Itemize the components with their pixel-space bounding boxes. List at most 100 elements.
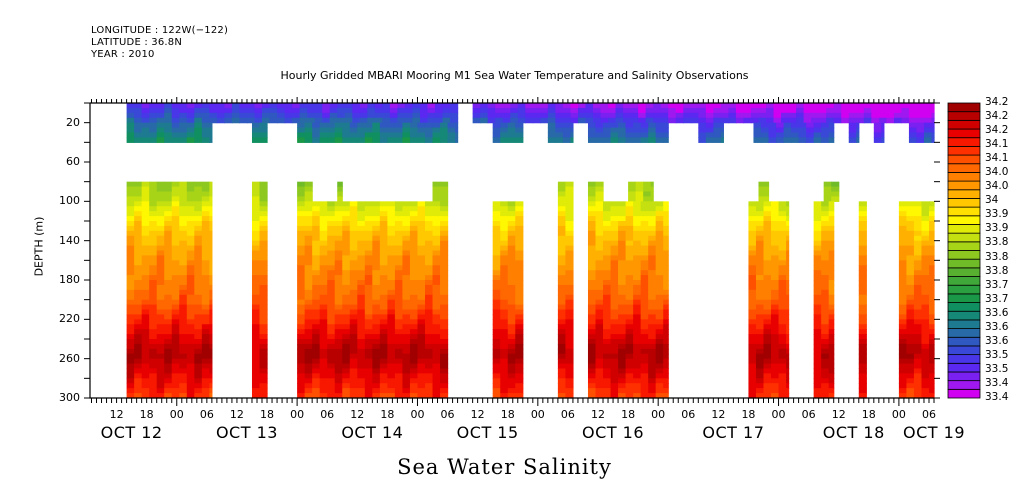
- heatmap-cell: [394, 314, 404, 320]
- heatmap-cell: [906, 304, 915, 311]
- heatmap-cell: [194, 373, 203, 379]
- heatmap-cell: [921, 314, 930, 320]
- heatmap-cell: [823, 196, 832, 202]
- heatmap-cell: [404, 112, 414, 119]
- heatmap-cell: [921, 378, 930, 384]
- heatmap-cell: [209, 186, 213, 193]
- heatmap-cell: [683, 112, 692, 119]
- heatmap-cell: [778, 280, 787, 286]
- heatmap-cell: [778, 235, 787, 242]
- heatmap-cell: [409, 235, 419, 242]
- heatmap-cell: [913, 319, 923, 325]
- heatmap-cell: [643, 181, 652, 188]
- heatmap-cell: [500, 235, 509, 242]
- heatmap-cell: [349, 383, 358, 389]
- heatmap-cell: [778, 373, 787, 379]
- heatmap-cell: [771, 329, 780, 335]
- heatmap-cell: [898, 260, 908, 266]
- heatmap-cell: [515, 388, 524, 394]
- heatmap-cell: [186, 103, 195, 109]
- heatmap-cell: [908, 122, 918, 129]
- heatmap-cell: [587, 265, 597, 271]
- heatmap-cell: [831, 181, 840, 188]
- heatmap-cell: [771, 216, 780, 222]
- heatmap-cell: [319, 304, 328, 311]
- heatmap-cell: [778, 343, 787, 350]
- heatmap-cell: [134, 334, 143, 340]
- heatmap-cell: [931, 122, 935, 129]
- heatmap-cell: [259, 280, 268, 286]
- heatmap-cell: [259, 294, 268, 301]
- heatmap-cell: [171, 112, 180, 119]
- heatmap-cell: [913, 348, 923, 355]
- heatmap-cell: [633, 334, 642, 340]
- heatmap-cell: [364, 299, 373, 306]
- heatmap-cell: [134, 196, 143, 202]
- heatmap-cell: [352, 103, 361, 109]
- heatmap-cell: [881, 132, 885, 139]
- heatmap-cell: [372, 250, 381, 257]
- heatmap-cell: [402, 358, 411, 365]
- x-day-label: OCT 13: [215, 423, 278, 442]
- heatmap-cell: [813, 250, 822, 257]
- heatmap-cell: [633, 348, 642, 355]
- heatmap-cell: [126, 181, 135, 188]
- heatmap-cell: [766, 117, 775, 124]
- heatmap-cell: [312, 127, 321, 134]
- heatmap-cell: [231, 103, 241, 109]
- heatmap-cell: [349, 309, 358, 316]
- heatmap-cell: [610, 363, 619, 370]
- heatmap-cell: [515, 260, 524, 266]
- heatmap-cell: [251, 225, 261, 232]
- heatmap-cell: [587, 255, 597, 261]
- heatmap-cell: [201, 348, 210, 355]
- heatmap-cell: [424, 329, 434, 335]
- heatmap-cell: [921, 230, 930, 237]
- heatmap-cell: [663, 245, 669, 252]
- heatmap-cell: [786, 221, 790, 227]
- heatmap-cell: [327, 309, 336, 316]
- heatmap-cell: [164, 388, 173, 394]
- heatmap-cell: [322, 112, 331, 119]
- heatmap-cell: [342, 334, 351, 340]
- heatmap-cell: [786, 309, 790, 316]
- heatmap-cell: [440, 265, 449, 271]
- heatmap-cell: [828, 201, 835, 207]
- heatmap-cell: [409, 265, 419, 271]
- heatmap-cell: [608, 103, 617, 109]
- heatmap-cell: [171, 107, 180, 114]
- heatmap-cell: [126, 240, 135, 247]
- heatmap-cell: [259, 196, 268, 202]
- heatmap-cell: [821, 334, 830, 340]
- heatmap-cell: [224, 103, 233, 109]
- heatmap-cell: [778, 206, 787, 212]
- heatmap-cell: [349, 304, 358, 311]
- heatmap-cell: [432, 319, 441, 325]
- heatmap-cell: [424, 393, 434, 399]
- heatmap-cell: [126, 230, 135, 237]
- heatmap-cell: [608, 112, 617, 119]
- heatmap-cell: [164, 314, 173, 320]
- heatmap-cell: [312, 225, 321, 232]
- heatmap-cell: [372, 255, 381, 261]
- heatmap-cell: [149, 294, 158, 301]
- heatmap-cell: [655, 122, 664, 129]
- heatmap-cell: [928, 343, 935, 350]
- heatmap-cell: [417, 343, 426, 350]
- heatmap-cell: [327, 235, 336, 242]
- heatmap-cell: [312, 275, 321, 281]
- heatmap-cell: [402, 339, 411, 345]
- heatmap-cell: [432, 206, 441, 212]
- heatmap-cell: [655, 260, 664, 266]
- heatmap-cell: [171, 230, 180, 237]
- heatmap-cell: [312, 373, 321, 379]
- heatmap-cell: [424, 368, 434, 375]
- heatmap-cell: [402, 383, 411, 389]
- heatmap-cell: [402, 368, 411, 375]
- heatmap-cell: [259, 260, 268, 266]
- heatmap-cell: [633, 270, 642, 276]
- heatmap-cell: [763, 304, 772, 311]
- heatmap-cell: [755, 373, 765, 379]
- heatmap-cell: [565, 216, 574, 222]
- heatmap-cell: [595, 319, 604, 325]
